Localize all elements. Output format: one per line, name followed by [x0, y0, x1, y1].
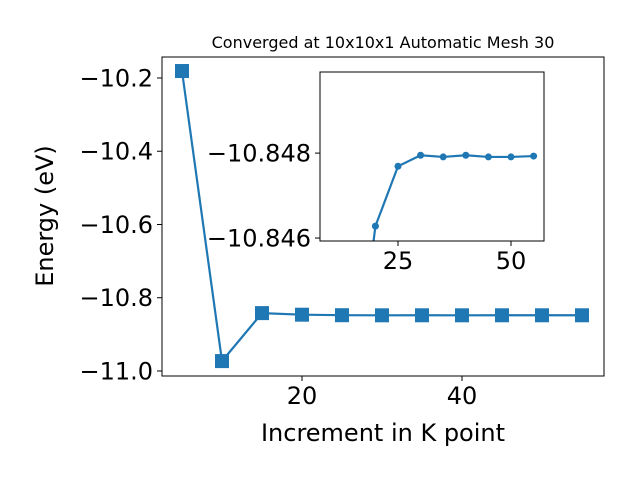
marker: [255, 306, 269, 321]
marker: [439, 153, 447, 161]
x-axis-label: Increment in K point: [261, 419, 505, 447]
axes-frame: [319, 71, 545, 242]
marker: [575, 308, 589, 323]
y-tick-label: −10.6: [79, 211, 153, 239]
marker: [484, 153, 492, 161]
marker: [455, 308, 469, 323]
y-tick-label: −10.8: [79, 284, 153, 312]
marker: [415, 308, 429, 323]
plot-area: [175, 64, 589, 369]
marker: [175, 64, 189, 79]
marker: [507, 153, 515, 161]
axes-frame: [161, 56, 605, 377]
y-tick-label: −11.0: [79, 357, 153, 385]
x-tick-label: 20: [287, 382, 318, 410]
marker: [535, 308, 549, 323]
marker: [394, 162, 402, 170]
marker: [530, 152, 538, 160]
y-tick-label: −10.2: [79, 64, 153, 92]
y-tick-label: −10.848: [207, 140, 311, 168]
inset-axes: 25 50 −10.848 −10.846: [207, 71, 545, 411]
plot-area: [349, 151, 538, 411]
x-tick-label: 25: [383, 247, 414, 275]
y-axis-label: Energy (eV): [31, 145, 59, 287]
x-tick-label: 50: [496, 247, 527, 275]
marker: [417, 151, 425, 159]
y-tick-label: −10.846: [207, 224, 311, 252]
marker: [335, 308, 349, 323]
marker: [375, 308, 389, 323]
marker: [295, 307, 309, 322]
marker: [462, 151, 470, 159]
x-tick-label: 40: [447, 382, 478, 410]
marker: [495, 308, 509, 323]
marker: [349, 404, 356, 411]
marker: [371, 222, 379, 230]
chart-title: Converged at 10x10x1 Automatic Mesh 30: [212, 33, 555, 52]
y-tick-label: −10.4: [79, 138, 153, 166]
marker: [215, 354, 229, 369]
